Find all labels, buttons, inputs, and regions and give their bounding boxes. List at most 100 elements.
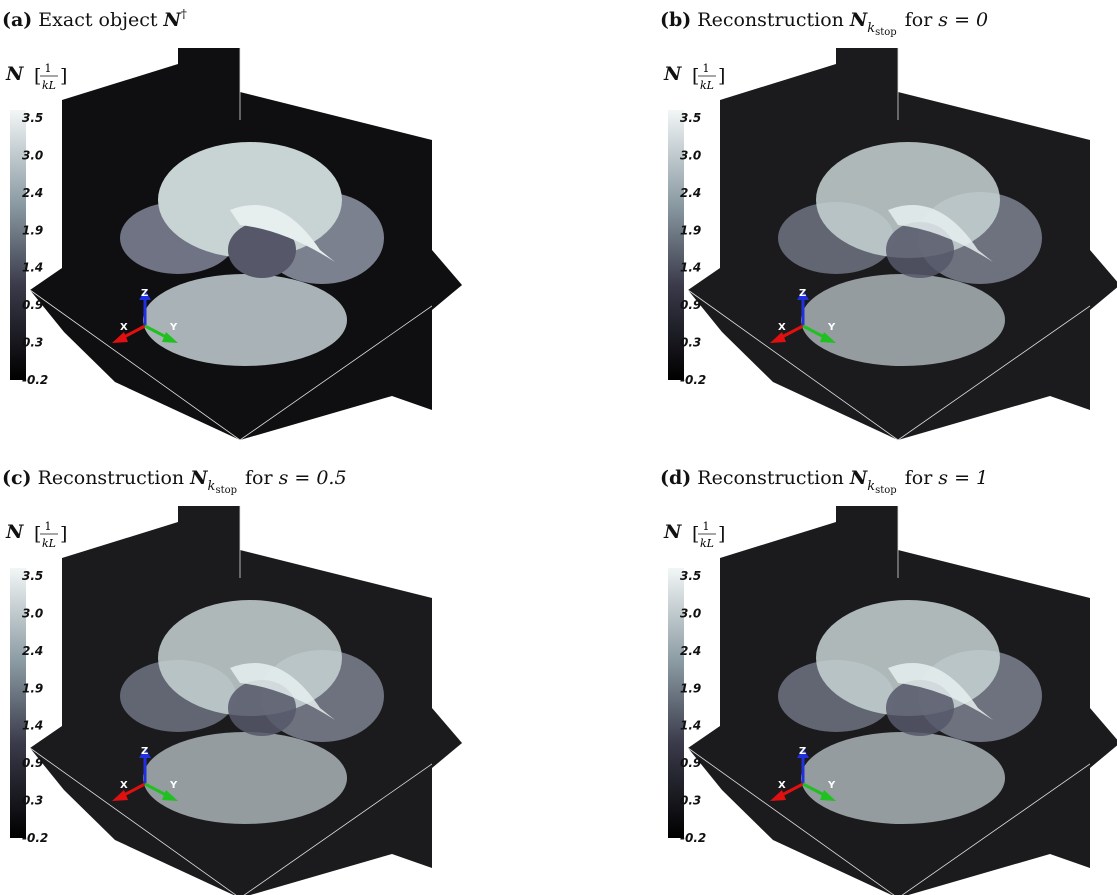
colorbar-denominator: kL (42, 537, 56, 550)
title-symbol: N (849, 9, 868, 31)
colorbar-tick-label: -0.2 (22, 831, 48, 845)
panel-label: (d) (660, 467, 691, 489)
panel: ZXY(c)ReconstructionNkstopfors = 0.5N[1k… (2, 467, 462, 895)
colorbar-symbol: N (663, 521, 682, 543)
colorbar-numerator: 1 (703, 62, 710, 75)
colorbar-tick-label: 0.9 (680, 756, 701, 770)
colorbar-tick-label: 1.9 (22, 681, 43, 695)
bracket: ] (718, 523, 725, 545)
colorbar-tick-label: 2.4 (22, 186, 43, 200)
colorbar-denominator: kL (700, 79, 714, 92)
title-subscript: k (867, 479, 875, 494)
colorbar-tick-label: 1.4 (22, 719, 43, 733)
axis-label: Y (827, 322, 836, 333)
title-equation: s = 0 (938, 9, 988, 31)
colorbar-tick-label: 3.0 (22, 606, 43, 620)
panel: ZXY(d)ReconstructionNkstopfors = 1N[1kL]… (660, 467, 1117, 895)
axis-label: Z (799, 288, 806, 299)
colorbar-symbol: N (663, 63, 682, 85)
colorbar-tick-label: 3.5 (22, 569, 43, 583)
title-subsubscript: stop (875, 485, 897, 496)
colorbar-tick-label: 2.4 (22, 644, 43, 658)
title-subscript: k (208, 479, 216, 494)
colorbar-tick-label: -0.2 (680, 373, 706, 387)
colorbar-tick-label: 3.0 (22, 148, 43, 162)
axis-label: Z (799, 746, 806, 757)
title-superscript: † (181, 7, 187, 21)
bracket: ] (718, 65, 725, 87)
axis-label: Y (827, 780, 836, 791)
colorbar-numerator: 1 (45, 520, 52, 533)
colorbar-tick-label: 0.3 (680, 336, 701, 350)
title-condition: for (245, 467, 273, 489)
colorbar-tick-label: 0.9 (22, 298, 43, 312)
axis-label: X (120, 780, 128, 791)
title-equation: s = 0.5 (279, 467, 347, 489)
axis-label: Z (141, 746, 148, 757)
title-condition: for (905, 467, 933, 489)
object-lower (801, 274, 1005, 366)
axis-label: Z (141, 288, 148, 299)
bracket: ] (60, 523, 67, 545)
colorbar-tick-label: 3.5 (680, 569, 701, 583)
bracket: ] (60, 65, 67, 87)
title-equation: s = 1 (938, 467, 988, 489)
colorbar-tick-label: 2.4 (680, 644, 701, 658)
colorbar-tick-label: 1.4 (680, 261, 701, 275)
colorbar-denominator: kL (700, 537, 714, 550)
colorbar-denominator: kL (42, 79, 56, 92)
object-lower (143, 274, 347, 366)
colorbar-tick-label: 0.9 (680, 298, 701, 312)
colorbar-tick-label: 0.3 (22, 336, 43, 350)
colorbar-tick-label: -0.2 (22, 373, 48, 387)
panel-label: (a) (2, 9, 32, 31)
panel-label: (c) (2, 467, 32, 489)
axis-label: X (778, 780, 786, 791)
title-symbol: N (189, 467, 208, 489)
title-text: Exact object (38, 9, 158, 31)
title-condition: for (905, 9, 933, 31)
colorbar-tick-label: 2.4 (680, 186, 701, 200)
axis-label: Y (169, 322, 178, 333)
axis-label: Y (169, 780, 178, 791)
colorbar-tick-label: 0.3 (22, 794, 43, 808)
panel-title: (a) Exact objectN† (2, 7, 187, 31)
panel-title: (d) ReconstructionNkstopfors = 1 (660, 467, 988, 496)
colorbar-tick-label: 3.0 (680, 606, 701, 620)
colorbar-tick-label: 3.5 (680, 111, 701, 125)
colorbar-tick-label: -0.2 (680, 831, 706, 845)
colorbar-tick-label: 1.4 (680, 719, 701, 733)
title-symbol: N (163, 9, 182, 31)
colorbar-numerator: 1 (45, 62, 52, 75)
axis-label: X (120, 322, 128, 333)
slice-plane-right (432, 250, 462, 310)
title-text: Reconstruction (697, 467, 844, 489)
title-subsubscript: stop (875, 27, 897, 38)
slice-plane-right (1090, 250, 1117, 310)
title-symbol: N (849, 467, 868, 489)
colorbar-tick-label: 1.4 (22, 261, 43, 275)
axis-label: X (778, 322, 786, 333)
object-lower (143, 732, 347, 824)
colorbar-symbol: N (5, 521, 24, 543)
colorbar-numerator: 1 (703, 520, 710, 533)
object-lower (801, 732, 1005, 824)
title-subsubscript: stop (215, 485, 237, 496)
colorbar-tick-label: 0.3 (680, 794, 701, 808)
slice-plane-right (432, 708, 462, 768)
title-text: Reconstruction (38, 467, 185, 489)
colorbar-tick-label: 1.9 (22, 223, 43, 237)
panel-label: (b) (660, 9, 691, 31)
title-text: Reconstruction (697, 9, 844, 31)
slice-plane-right (1090, 708, 1117, 768)
figure: ZXY(a)Exact objectN†N[1kL]3.53.02.41.91.… (0, 0, 1117, 895)
colorbar-tick-label: 1.9 (680, 223, 701, 237)
colorbar-symbol: N (5, 63, 24, 85)
colorbar-tick-label: 0.9 (22, 756, 43, 770)
colorbar-tick-label: 3.5 (22, 111, 43, 125)
title-subscript: k (867, 21, 875, 36)
